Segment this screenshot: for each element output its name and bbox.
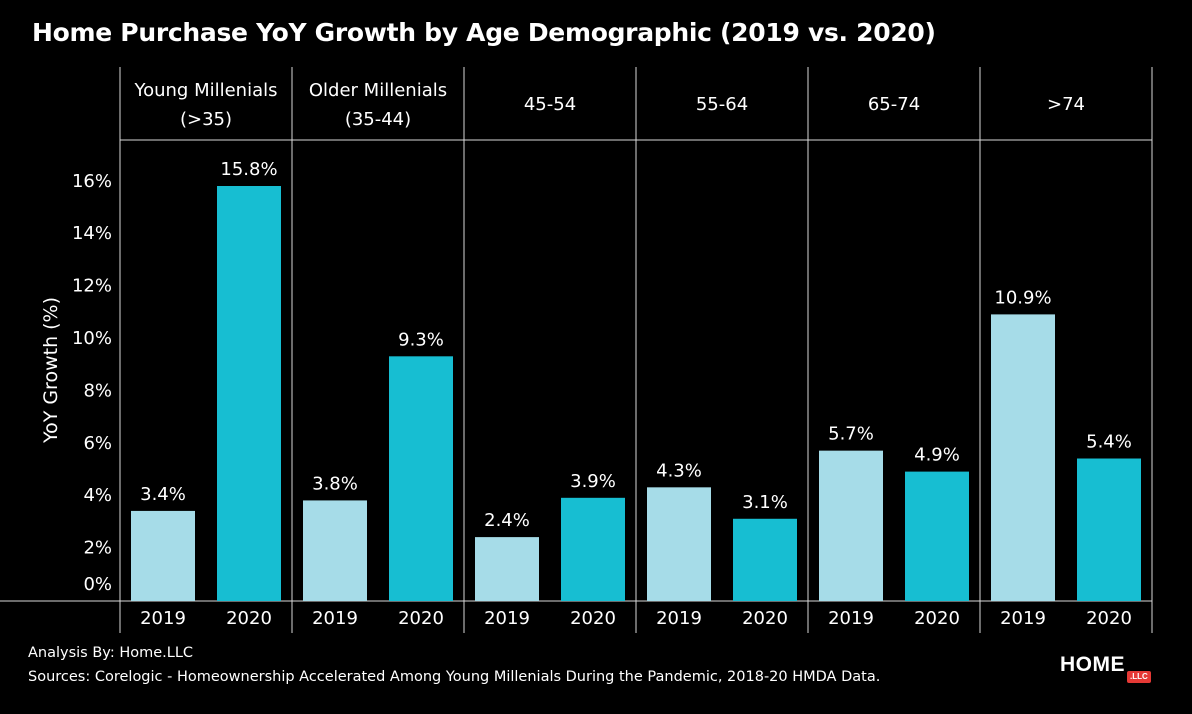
bar	[819, 450, 883, 601]
y-axis-label: YoY Growth (%)	[40, 297, 62, 444]
x-tick-label: 2019	[484, 608, 530, 629]
home-llc-logo: HOME .LLC	[1060, 653, 1151, 683]
y-tick-label: 8%	[83, 380, 112, 401]
x-tick-label: 2019	[140, 608, 186, 629]
bar	[991, 314, 1055, 601]
bar-value-label: 2.4%	[484, 510, 530, 531]
bar-value-label: 15.8%	[220, 159, 277, 180]
bar	[217, 186, 281, 601]
x-tick-label: 2020	[398, 608, 444, 629]
x-tick-label: 2020	[742, 608, 788, 629]
y-tick-label: 12%	[72, 276, 112, 297]
bar-value-label: 3.4%	[140, 484, 186, 505]
bar	[1077, 458, 1141, 601]
chart-title: Home Purchase YoY Growth by Age Demograp…	[32, 18, 936, 47]
bar-value-label: 3.8%	[312, 473, 358, 494]
group-label: (35-44)	[345, 109, 411, 130]
bar	[131, 510, 195, 601]
x-tick-label: 2020	[914, 608, 960, 629]
x-tick-label: 2020	[570, 608, 616, 629]
x-tick-label: 2019	[1000, 608, 1046, 629]
bar-value-label: 4.9%	[914, 445, 960, 466]
y-tick-label: 4%	[83, 485, 112, 506]
logo-wordmark: HOME	[1060, 653, 1125, 676]
x-tick-label: 2020	[226, 608, 272, 629]
bar	[733, 518, 797, 601]
y-tick-label: 14%	[72, 223, 112, 244]
x-tick-label: 2019	[828, 608, 874, 629]
y-tick-label: 2%	[83, 538, 112, 559]
bar-value-label: 3.9%	[570, 471, 616, 492]
group-label: Young Millenials	[133, 80, 277, 101]
bar-value-label: 5.7%	[828, 424, 874, 445]
bar	[303, 500, 367, 601]
logo-badge: .LLC	[1127, 671, 1151, 683]
y-tick-label: 16%	[72, 171, 112, 192]
bar-value-label: 4.3%	[656, 460, 702, 481]
bar	[561, 497, 625, 601]
group-label: 45-54	[524, 94, 576, 115]
bar	[389, 356, 453, 601]
sources-note: Sources: Corelogic - Homeownership Accel…	[28, 669, 881, 685]
bar	[647, 487, 711, 601]
bar-value-label: 5.4%	[1086, 432, 1132, 453]
x-tick-label: 2020	[1086, 608, 1132, 629]
y-tick-label: 0%	[83, 574, 112, 595]
group-label: (>35)	[180, 109, 232, 130]
group-label: 55-64	[696, 94, 748, 115]
bar	[475, 537, 539, 601]
x-tick-label: 2019	[312, 608, 358, 629]
group-label: Older Millenials	[309, 80, 447, 101]
analysis-credit: Analysis By: Home.LLC	[28, 645, 194, 661]
bar-value-label: 3.1%	[742, 492, 788, 513]
y-tick-label: 10%	[72, 328, 112, 349]
x-tick-label: 2019	[656, 608, 702, 629]
bar-value-label: 9.3%	[398, 329, 444, 350]
y-tick-label: 6%	[83, 433, 112, 454]
group-label: >74	[1047, 94, 1085, 115]
group-label: 65-74	[868, 94, 920, 115]
bar	[905, 471, 969, 601]
bar-value-label: 10.9%	[994, 287, 1051, 308]
